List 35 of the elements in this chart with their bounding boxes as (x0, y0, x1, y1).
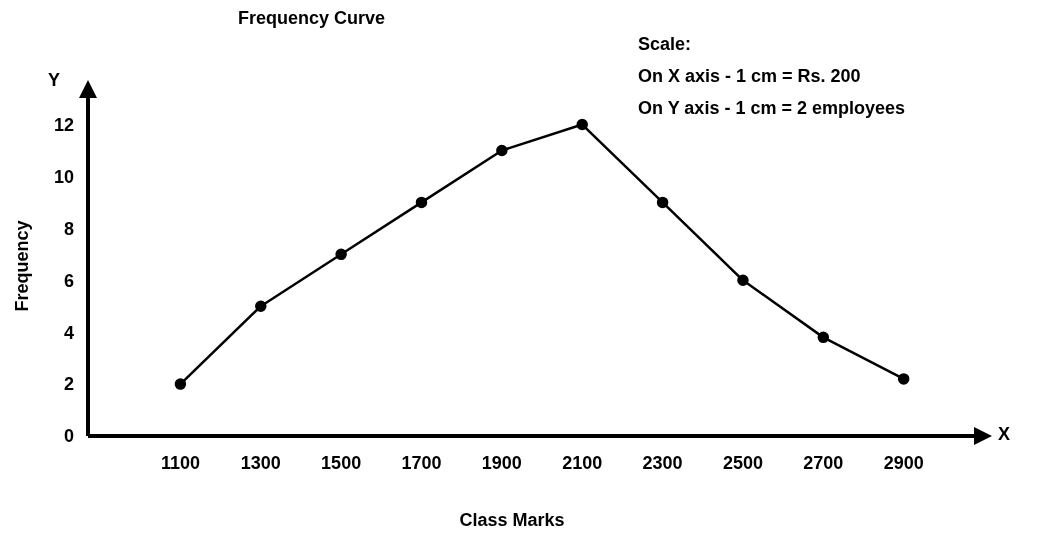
x-tick-label: 2300 (642, 452, 683, 473)
y-axis-title: Frequency (11, 220, 33, 312)
x-axis-title: Class Marks (459, 510, 565, 530)
point (496, 144, 508, 157)
point (817, 331, 830, 344)
x-tick-label: 2500 (722, 452, 763, 473)
point (576, 118, 588, 131)
x-tick-label: 2700 (803, 452, 844, 473)
point (335, 248, 347, 261)
point (415, 196, 428, 209)
x-tick-label: 1700 (401, 452, 442, 473)
text: Y (48, 70, 61, 91)
text: X (998, 424, 1011, 445)
point (656, 196, 669, 209)
x-tick-label: 2900 (883, 452, 924, 473)
point (255, 300, 267, 312)
x-tick-label: 2100 (562, 452, 603, 473)
point (737, 274, 749, 287)
point (897, 373, 910, 385)
y-tick-label: 10 (53, 166, 74, 187)
text: On X axis - 1 cm = Rs. 200 (638, 65, 862, 88)
x-tick-label: 1300 (240, 452, 281, 473)
y-tick-label: 4 (63, 322, 74, 343)
y-tick-label: 8 (63, 218, 74, 239)
y-tick-label: 2 (63, 374, 74, 395)
text: Scale: (638, 33, 693, 56)
x-tick-label: 1100 (160, 452, 200, 473)
y-tick-label: 0 (63, 426, 74, 447)
chart-title: Frequency Curve (238, 8, 386, 29)
x-tick-label: 1500 (321, 452, 362, 473)
annotation: On Y axis - 1 cm = 2 employees (638, 97, 905, 120)
point (174, 378, 187, 390)
y-tick-label: 6 (63, 270, 74, 291)
y-tick-label: 12 (53, 114, 74, 135)
x-tick-label: 1900 (481, 452, 522, 473)
